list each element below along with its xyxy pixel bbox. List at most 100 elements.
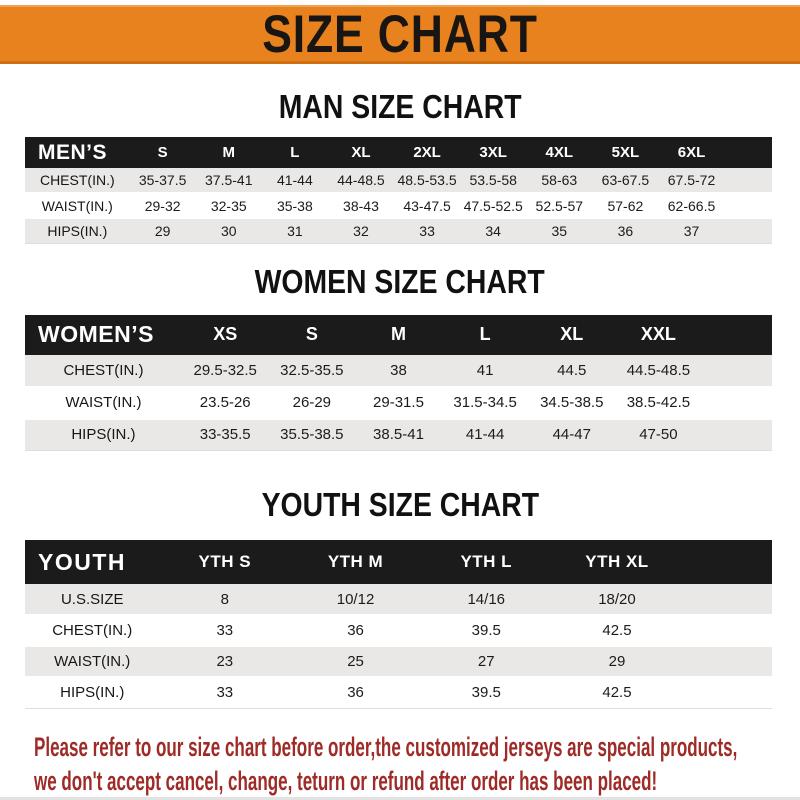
column-header: YTH XL — [551, 540, 683, 584]
row-label: HIPS(IN.) — [71, 426, 136, 444]
table-row: HIPS(IN.) 33-35.5 35.5-38.5 38.5-41 41-44 44-… — [25, 418, 772, 451]
row-filler-cell — [682, 677, 772, 708]
youth-size-table: YOUTH YTH S YTH M YTH L YTH XL U.S.SIZE 8 10/12… — [25, 540, 772, 709]
row-label: CHEST(IN.) — [52, 622, 133, 639]
size-value-cell: 34.5-38.5 — [540, 394, 604, 411]
size-value-cell: 14/16 — [467, 590, 506, 608]
column-header: S — [268, 314, 356, 355]
row-filler-cell — [702, 387, 772, 419]
size-value-cell: 37 — [683, 222, 700, 239]
size-value-cell: 62-66.5 — [667, 197, 716, 214]
table-row: CHEST(IN.) 33 36 39.5 42.5 — [25, 615, 772, 646]
disclaimer: Please refer to our size chart before or… — [34, 730, 800, 798]
size-value-cell: 29 — [154, 222, 171, 239]
size-value-cell: 38-43 — [343, 197, 379, 214]
size-value-cell: 47.5-52.5 — [463, 197, 523, 214]
table-row: HIPS(IN.) 29 30 31 32 33 34 35 36 37 — [25, 218, 772, 243]
size-value-cell: 32.5-35.5 — [280, 361, 344, 379]
size-value-cell: 44-48.5 — [337, 172, 385, 188]
size-value-cell: 36 — [347, 622, 364, 639]
size-value-cell: 37.5-41 — [205, 172, 253, 188]
youth-section-heading: YOUTH SIZE CHART — [0, 486, 800, 523]
size-value-cell: 35.5-38.5 — [280, 426, 344, 444]
size-value-cell: 44.5 — [557, 361, 587, 379]
size-value-cell: 63-67.5 — [601, 172, 650, 188]
column-header: 6XL — [658, 137, 725, 168]
section-women: WOMEN SIZE CHART WOMEN’S XS S M L XL XXL CHEST(… — [0, 264, 800, 452]
size-value-cell: 27 — [477, 653, 495, 670]
column-header: 4XL — [526, 137, 593, 168]
row-label: WAIST(IN.) — [65, 394, 142, 411]
size-value-cell: 23.5-26 — [199, 394, 251, 411]
row-label: WAIST(IN.) — [54, 653, 131, 670]
table-row: HIPS(IN.) 33 36 39.5 42.5 — [25, 677, 772, 708]
header-filler-cell — [701, 314, 772, 355]
table-row: WAIST(IN.) 23.5-26 26-29 29-31.5 31.5-34.5 34… — [25, 387, 772, 419]
size-value-cell: 31 — [287, 222, 303, 239]
size-value-cell: 25 — [347, 653, 364, 670]
men-section-heading: MAN SIZE CHART — [0, 88, 800, 125]
header-row: YOUTH YTH S YTH M YTH L YTH XL — [25, 540, 772, 584]
size-value-cell: 33 — [216, 684, 234, 702]
size-value-cell: 29.5-32.5 — [193, 361, 257, 379]
size-value-cell: 44.5-48.5 — [626, 361, 691, 379]
size-value-cell: 35-38 — [276, 197, 313, 214]
table-row: CHEST(IN.) 29.5-32.5 32.5-35.5 38 41 44.5 44.5… — [25, 354, 772, 387]
section-youth: YOUTH SIZE CHART YOUTH YTH S YTH M YTH L YTH… — [0, 486, 800, 709]
column-header: M — [195, 137, 262, 168]
table-row: WAIST(IN.) 29-32 32-35 35-38 38-43 43-47.5 47.… — [25, 193, 772, 218]
column-header: YTH M — [290, 540, 421, 584]
row-filler-cell — [725, 193, 772, 218]
youth-section-heading-text: YOUTH SIZE CHART — [261, 486, 539, 523]
row-label: HIPS(IN.) — [47, 222, 108, 239]
row-filler-cell — [682, 646, 772, 677]
header-filler-cell — [724, 137, 772, 168]
column-header: YTH S — [159, 540, 291, 584]
row-label: CHEST(IN.) — [63, 361, 144, 379]
size-value-cell: 36 — [347, 684, 364, 702]
header-row: WOMEN’S XS S M L XL XXL — [25, 314, 772, 355]
size-value-cell: 34 — [485, 222, 501, 239]
size-value-cell: 29-31.5 — [373, 394, 424, 411]
size-value-cell: 8 — [220, 590, 229, 608]
size-value-cell: 39.5 — [471, 684, 501, 702]
row-filler-cell — [702, 419, 772, 451]
row-filler-cell — [725, 218, 772, 243]
table-row: U.S.SIZE 8 10/12 14/16 18/20 — [25, 584, 772, 615]
size-value-cell: 39.5 — [471, 622, 501, 639]
size-value-cell: 67.5-72 — [667, 172, 716, 188]
size-value-cell: 41-44 — [465, 426, 505, 444]
size-value-cell: 43-47.5 — [403, 197, 451, 214]
men-section-heading-text: MAN SIZE CHART — [278, 88, 522, 125]
column-header: YTH L — [420, 540, 552, 584]
column-header: 2XL — [394, 137, 461, 168]
table-row: CHEST(IN.) 35-37.5 37.5-41 41-44 44-48.5 48.5… — [25, 168, 772, 193]
size-value-cell: 35 — [551, 222, 568, 239]
column-header: XL — [327, 137, 395, 168]
size-value-cell: 41 — [476, 361, 494, 379]
size-value-cell: 26-29 — [292, 394, 332, 411]
size-value-cell: 47-50 — [639, 426, 678, 444]
size-value-cell: 58-63 — [541, 172, 578, 188]
header-row: MEN’S S M L XL 2XL 3XL 4XL 5XL 6XL — [25, 137, 772, 168]
column-header: M — [355, 314, 442, 355]
table-title-label: YOUTH — [25, 540, 160, 584]
size-value-cell: 48.5-53.5 — [397, 172, 457, 188]
size-value-cell: 18/20 — [598, 590, 636, 608]
size-value-cell: 41-44 — [276, 172, 313, 188]
size-value-cell: 29-32 — [144, 197, 181, 214]
row-filler-cell — [682, 584, 772, 615]
size-value-cell: 57-62 — [607, 197, 644, 214]
banner-title: SIZE CHART — [262, 4, 538, 64]
size-value-cell: 35-37.5 — [138, 172, 187, 188]
size-value-cell: 31.5-34.5 — [453, 394, 517, 411]
row-filler-cell — [702, 355, 772, 387]
women-size-table: WOMEN’S XS S M L XL XXL CHEST(IN.) 29.5-32.5 32.5… — [25, 314, 772, 452]
size-value-cell: 42.5 — [602, 684, 632, 702]
size-value-cell: 32 — [353, 222, 369, 239]
size-value-cell: 38 — [390, 361, 407, 379]
size-value-cell: 52.5-57 — [535, 197, 584, 214]
size-value-cell: 30 — [220, 222, 237, 239]
size-value-cell: 32-35 — [210, 197, 247, 214]
